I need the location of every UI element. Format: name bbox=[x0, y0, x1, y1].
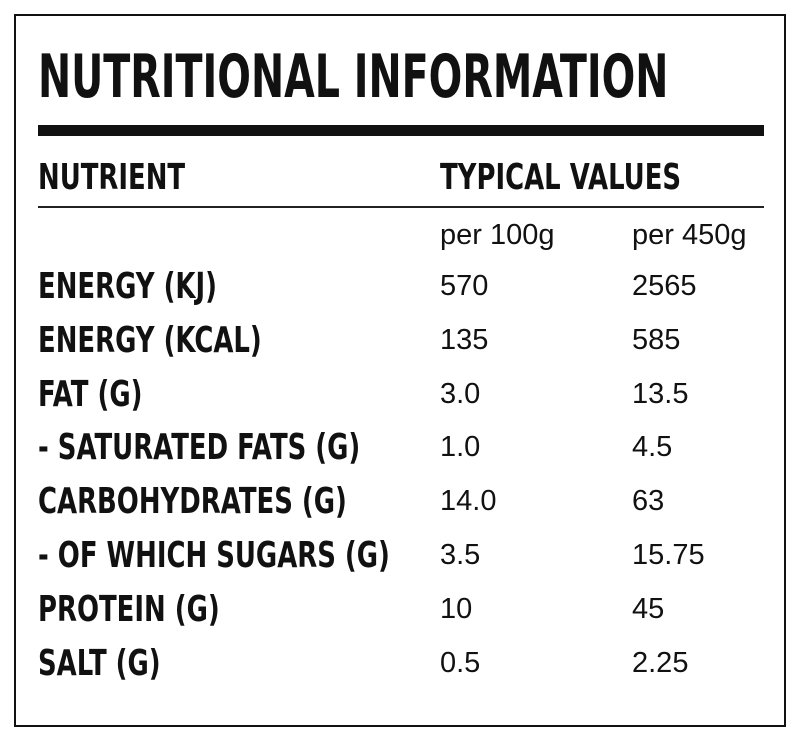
nutrient-name: ENERGY (KJ) bbox=[38, 266, 217, 307]
nutrient-name: FAT (G) bbox=[38, 373, 143, 415]
nutrient-value: 1.0 bbox=[440, 431, 481, 464]
nutrient-value: 10 bbox=[440, 592, 473, 625]
nutrient-value: 14.0 bbox=[440, 485, 497, 518]
nutrient-value: 135 bbox=[440, 323, 489, 356]
nutrient-value: 570 bbox=[440, 270, 489, 302]
nutrient-value: 2.25 bbox=[632, 646, 689, 679]
divider bbox=[38, 206, 764, 208]
nutrient-value: 15.75 bbox=[632, 539, 705, 571]
title: NUTRITIONAL INFORMATION bbox=[38, 42, 669, 112]
nutrient-name: CARBOHYDRATES (G) bbox=[38, 481, 347, 523]
nutrient-value: 585 bbox=[632, 323, 681, 356]
nutrient-name: SALT (G) bbox=[38, 642, 161, 684]
sub-header: per 450g bbox=[632, 219, 747, 251]
nutrient-name: PROTEIN (G) bbox=[38, 588, 220, 630]
nutrient-value: 3.5 bbox=[440, 539, 481, 571]
nutrient-value: 4.5 bbox=[632, 431, 673, 464]
nutrient-name: - SATURATED FATS (G) bbox=[38, 427, 361, 469]
nutrient-value: 13.5 bbox=[632, 377, 689, 410]
nutrient-value: 0.5 bbox=[440, 646, 481, 679]
frame bbox=[14, 14, 786, 727]
nutrient-value: 2565 bbox=[632, 270, 697, 302]
nutrient-value: 63 bbox=[632, 485, 665, 518]
nutrient-value: 3.0 bbox=[440, 377, 481, 410]
sub-header: per 100g bbox=[440, 219, 555, 251]
column-header: NUTRIENT bbox=[38, 157, 186, 198]
nutrient-name: ENERGY (KCAL) bbox=[38, 319, 262, 361]
column-header: TYPICAL VALUES bbox=[440, 157, 682, 198]
nutrient-value: 45 bbox=[632, 592, 665, 625]
divider bbox=[38, 125, 764, 136]
nutrient-name: - OF WHICH SUGARS (G) bbox=[38, 535, 390, 576]
